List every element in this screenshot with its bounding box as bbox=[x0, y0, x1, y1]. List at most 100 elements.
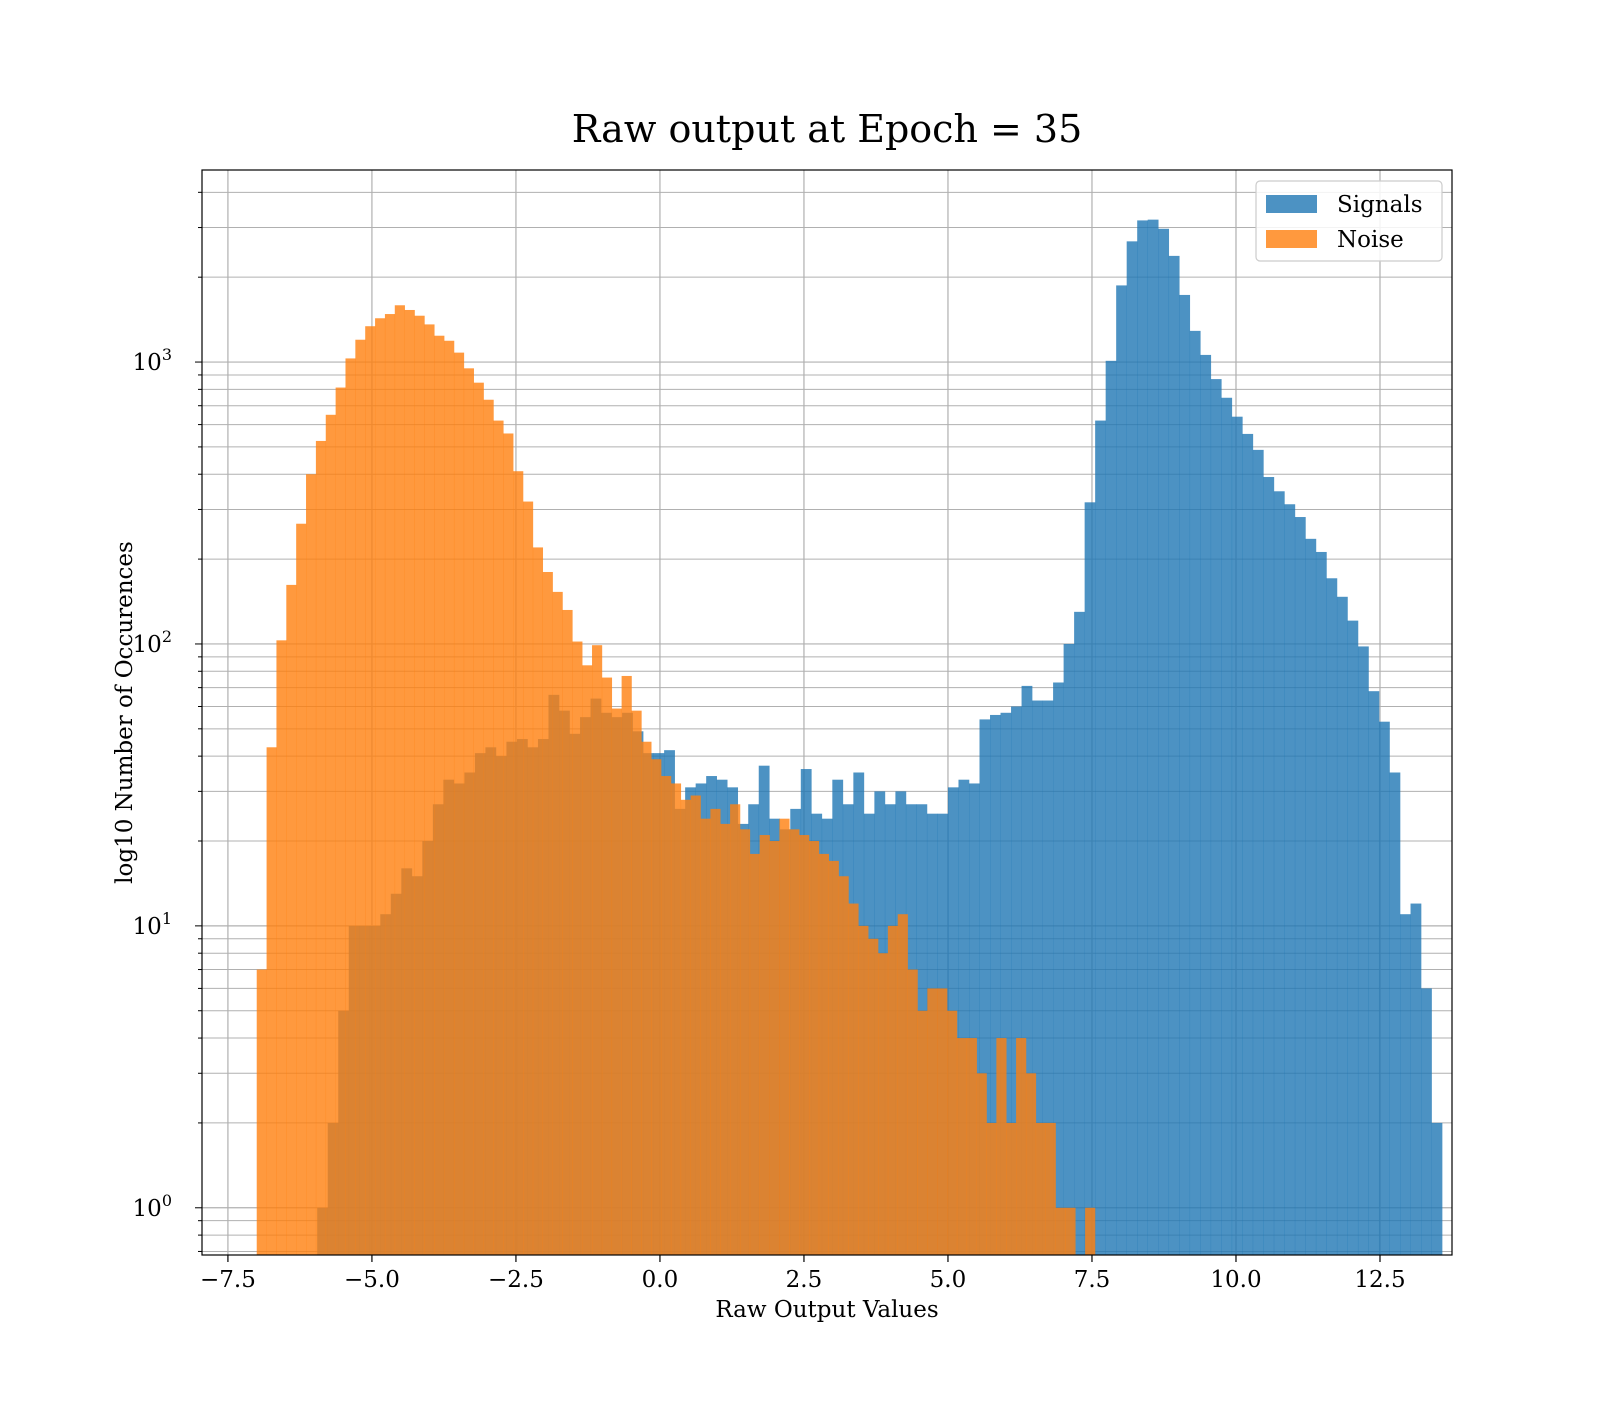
histogram-bar bbox=[1263, 477, 1275, 1255]
histogram-bar bbox=[759, 835, 770, 1255]
legend-label-noise: Noise bbox=[1337, 227, 1404, 253]
histogram-bar bbox=[1045, 1122, 1056, 1255]
histogram-bar bbox=[690, 795, 701, 1255]
histogram-bar bbox=[1421, 988, 1432, 1255]
histogram-bar bbox=[572, 641, 583, 1255]
histogram-bar bbox=[582, 665, 593, 1255]
histogram-bar bbox=[355, 339, 366, 1256]
histogram-bar bbox=[1368, 691, 1380, 1255]
histogram-bar bbox=[522, 501, 534, 1255]
histogram-bar bbox=[276, 640, 287, 1255]
histogram-bar bbox=[483, 399, 494, 1255]
histogram-bar bbox=[828, 860, 839, 1255]
histogram-bar bbox=[1084, 502, 1096, 1255]
histogram-bar bbox=[1410, 903, 1422, 1255]
histogram-bar bbox=[947, 1010, 958, 1255]
histogram-bar bbox=[848, 903, 859, 1255]
histogram-bar bbox=[996, 1038, 1007, 1255]
histogram-bar bbox=[1074, 611, 1085, 1255]
histogram-bar bbox=[1116, 285, 1127, 1255]
histogram-bar bbox=[966, 1038, 977, 1255]
histogram-bar bbox=[404, 309, 415, 1255]
histogram-bar bbox=[1389, 772, 1401, 1255]
histogram-bar bbox=[789, 829, 800, 1255]
histogram-bar bbox=[621, 675, 632, 1255]
x-axis-label: Raw Output Values bbox=[715, 1297, 938, 1323]
histogram-bar bbox=[453, 352, 465, 1255]
histogram-bar bbox=[1336, 596, 1348, 1255]
x-tick-label: 10.0 bbox=[1210, 1267, 1261, 1293]
histogram-bar bbox=[1168, 255, 1180, 1256]
histogram-bar bbox=[1294, 517, 1306, 1255]
histogram-bar bbox=[306, 474, 317, 1256]
histogram-bar bbox=[641, 741, 652, 1255]
histogram-bar bbox=[414, 315, 425, 1255]
y-tick-label: 103 bbox=[133, 345, 172, 376]
histogram-bar bbox=[769, 841, 780, 1255]
histogram-bar bbox=[1221, 397, 1233, 1255]
histogram-bar bbox=[532, 547, 544, 1255]
series-noise bbox=[256, 305, 1096, 1256]
plot-frame bbox=[201, 169, 1453, 1256]
x-tick-label: 5.0 bbox=[930, 1267, 967, 1293]
histogram-bar bbox=[1000, 712, 1012, 1255]
histogram-bar bbox=[808, 841, 820, 1255]
chart-title: Raw output at Epoch = 35 bbox=[572, 107, 1083, 151]
histogram-bar bbox=[818, 853, 830, 1255]
histogram-bar bbox=[1105, 360, 1117, 1255]
histogram-bars bbox=[256, 219, 1443, 1256]
histogram-bar bbox=[858, 925, 869, 1255]
histogram-bar bbox=[394, 305, 405, 1256]
histogram-bar bbox=[473, 382, 484, 1255]
x-tick-label: −7.5 bbox=[200, 1267, 256, 1293]
histogram-bar bbox=[1347, 620, 1359, 1255]
histogram-bar bbox=[463, 368, 474, 1256]
histogram-bar bbox=[1035, 1122, 1046, 1255]
histogram-bar bbox=[631, 710, 642, 1255]
histogram-bar bbox=[1063, 643, 1075, 1255]
histogram-bar bbox=[720, 823, 731, 1255]
histogram-bar bbox=[1284, 504, 1296, 1256]
histogram-bar bbox=[513, 471, 524, 1255]
y-tick-label: 102 bbox=[133, 627, 172, 658]
x-tick-label: 12.5 bbox=[1354, 1267, 1405, 1293]
x-tick-label: 7.5 bbox=[1074, 1267, 1111, 1293]
histogram-bar bbox=[700, 818, 711, 1255]
legend-label-signals: Signals bbox=[1337, 192, 1423, 218]
histogram-bar bbox=[897, 914, 908, 1255]
histogram-bar bbox=[937, 988, 948, 1255]
y-axis-label: log10 Number of Occurences bbox=[112, 541, 138, 884]
histogram-bar bbox=[1055, 1207, 1066, 1255]
histogram-bar bbox=[1252, 449, 1264, 1255]
histogram-bar bbox=[1065, 1207, 1076, 1255]
histogram-bar bbox=[434, 335, 445, 1256]
histogram-bar bbox=[1179, 294, 1191, 1255]
histogram-bar bbox=[1273, 491, 1285, 1255]
histogram-bar bbox=[968, 783, 980, 1255]
histogram-bar bbox=[1158, 228, 1170, 1255]
histogram-bar bbox=[542, 571, 553, 1255]
histogram-bar bbox=[384, 314, 396, 1255]
histogram-bar bbox=[1242, 433, 1254, 1255]
histogram-bar bbox=[986, 1122, 997, 1255]
histogram-bar bbox=[315, 440, 327, 1255]
histogram-bar bbox=[1006, 1122, 1017, 1255]
histogram-bar bbox=[444, 340, 455, 1255]
histogram-bar bbox=[979, 719, 991, 1255]
histogram-bar bbox=[562, 609, 573, 1255]
histogram-bar bbox=[256, 969, 267, 1255]
histogram-bar bbox=[661, 776, 672, 1255]
histogram-bar bbox=[1189, 330, 1201, 1256]
histogram-bar bbox=[325, 414, 336, 1255]
histogram-bar bbox=[976, 1073, 987, 1255]
histogram-bar bbox=[611, 708, 622, 1255]
histogram-bar bbox=[1200, 354, 1212, 1255]
histogram-bar bbox=[907, 969, 918, 1255]
histogram-bar bbox=[493, 420, 504, 1255]
histogram-bar bbox=[927, 988, 938, 1255]
histogram-bar bbox=[1357, 646, 1369, 1255]
x-tick-label: 0.0 bbox=[642, 1267, 679, 1293]
histogram-bar bbox=[1126, 241, 1138, 1255]
histogram-bar bbox=[1378, 721, 1390, 1255]
